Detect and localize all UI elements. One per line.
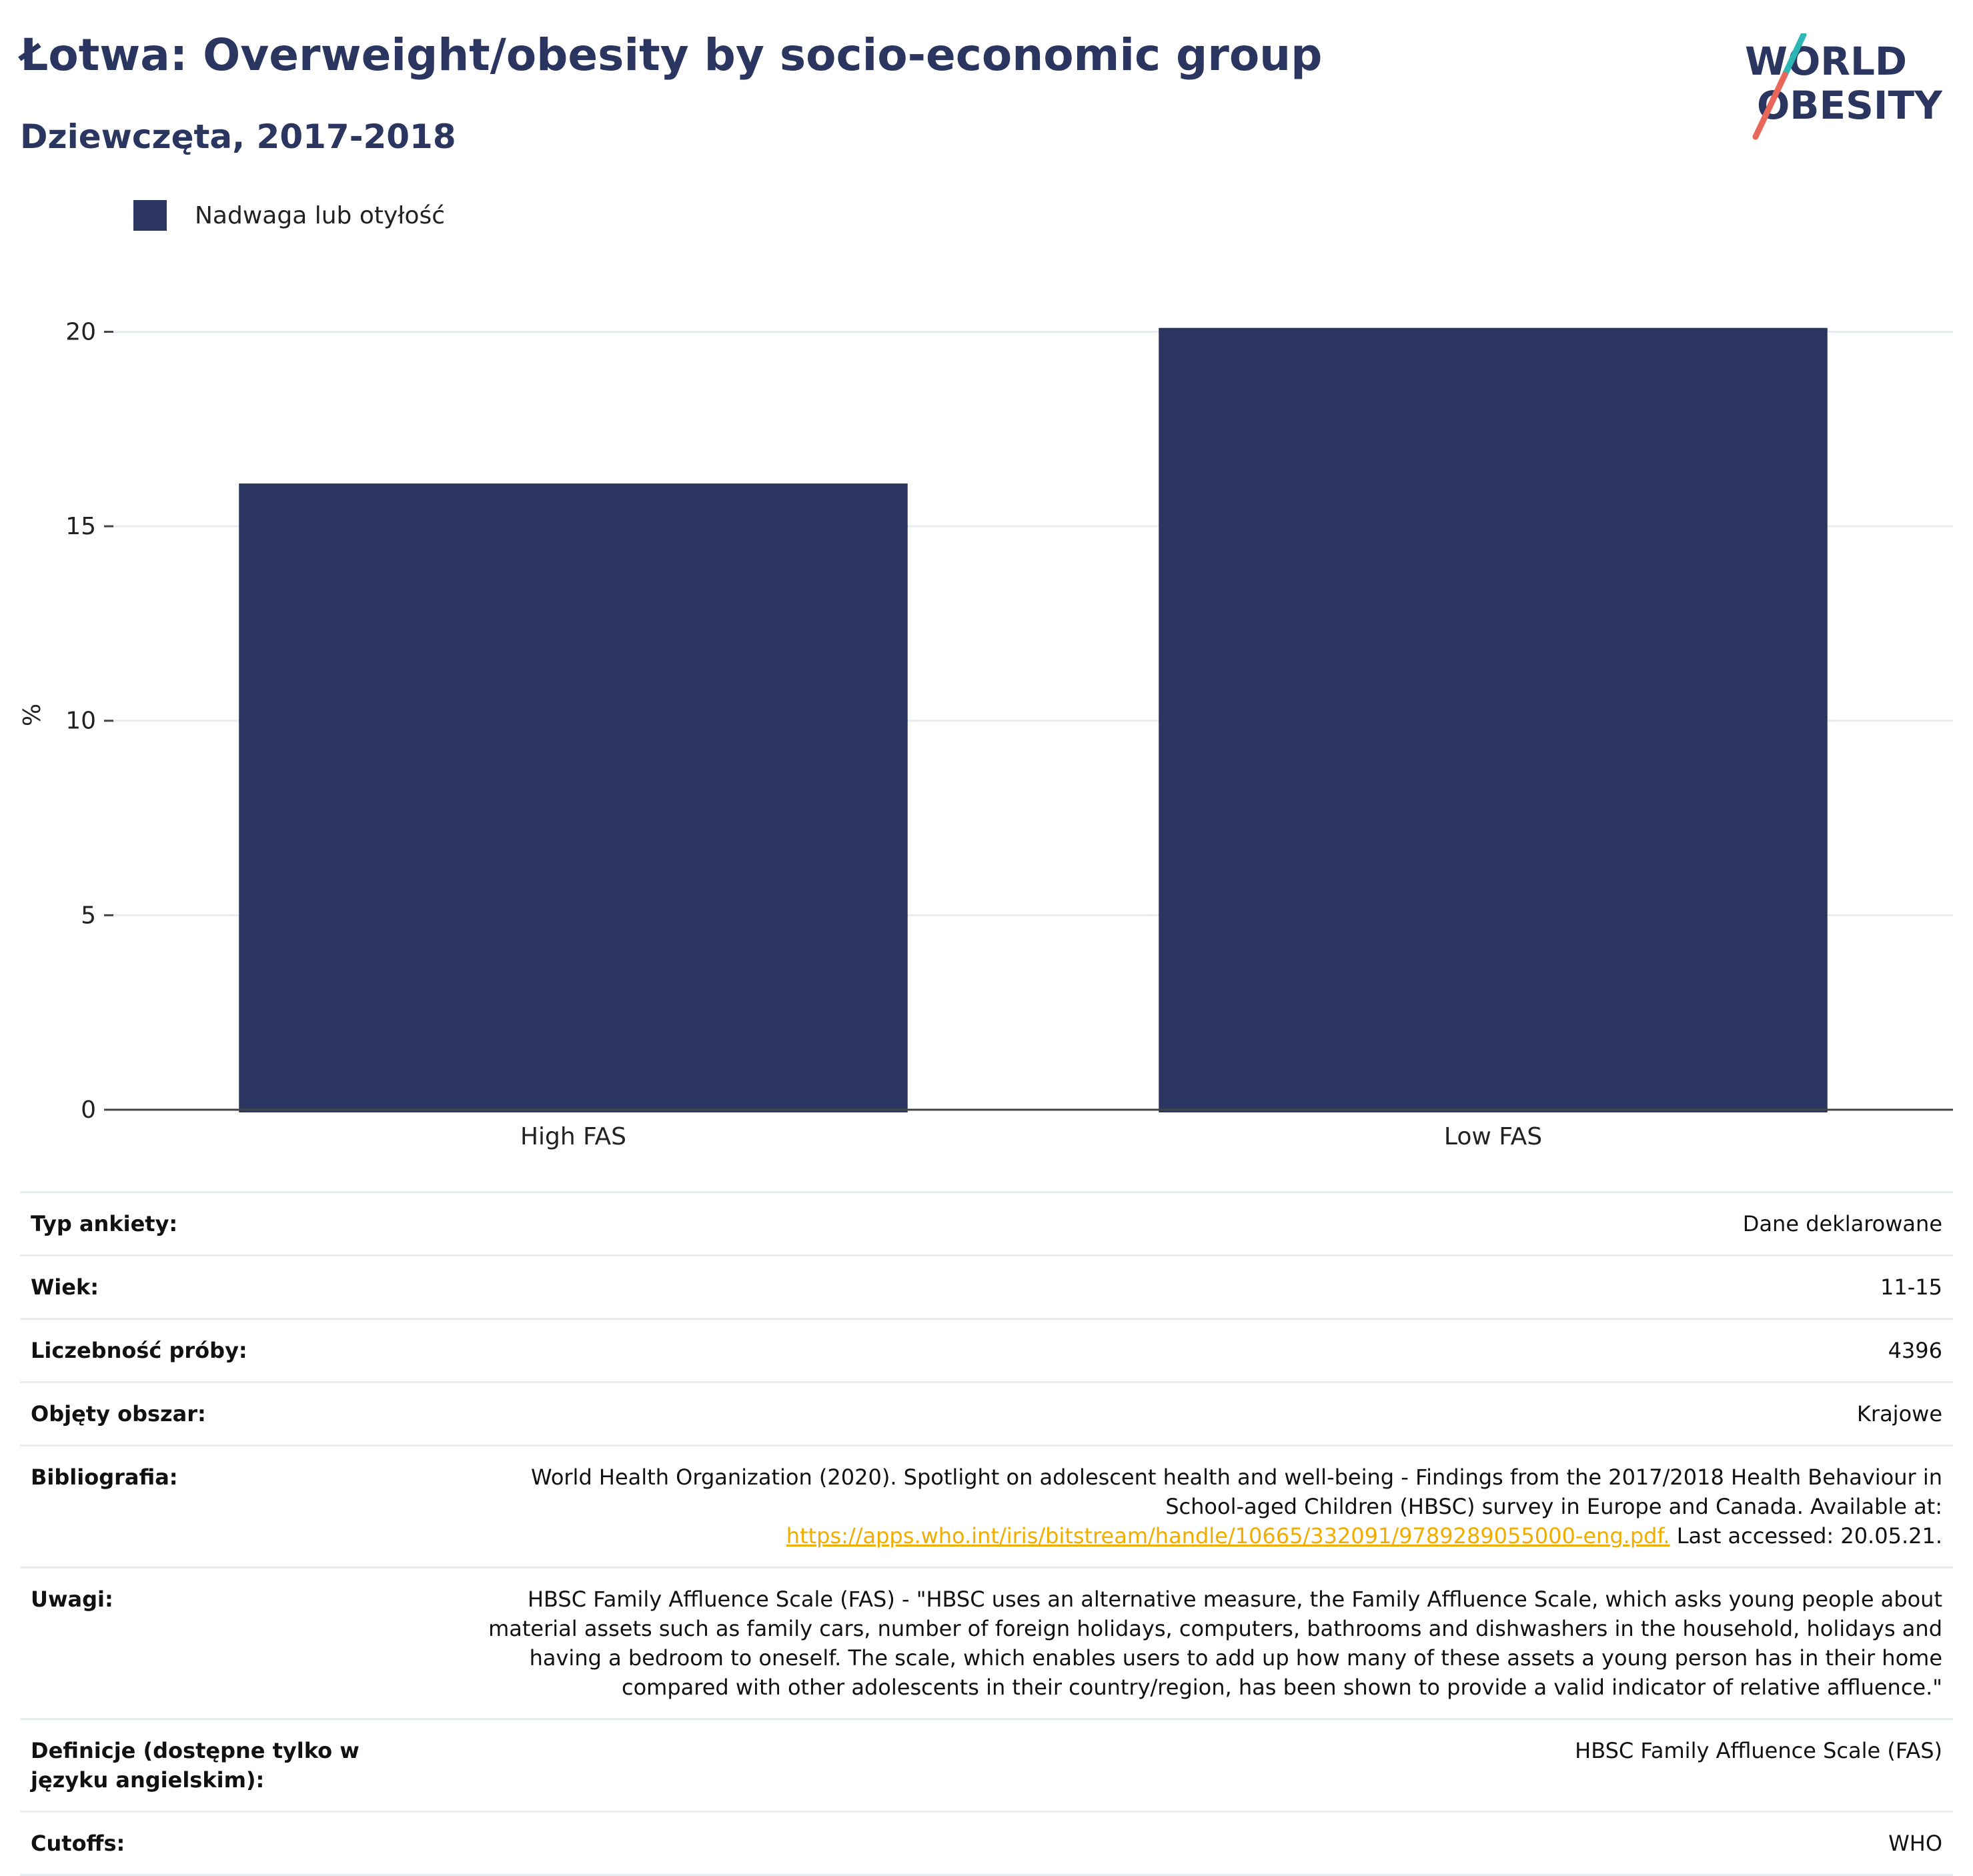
table-row: Liczebność próby: 4396 [20,1318,1953,1382]
table-row: Wiek: 11-15 [20,1255,1953,1319]
definitions-key: Definicje (dostępne tylko w języku angie… [31,1738,360,1793]
y-tick-label: 10 [65,708,96,735]
legend-swatch [133,200,167,231]
table-row: Typ ankiety: Dane deklarowane [20,1192,1953,1256]
x-axis-ticks: High FAS Low FAS [520,1123,1542,1150]
row-value: 4396 [1888,1338,1942,1363]
table-row: Cutoffs: WHO [20,1811,1953,1875]
logo-teal-slash [1782,33,1807,78]
row-key: Objęty obszar: [31,1401,206,1427]
definitions-value: HBSC Family Affluence Scale (FAS) [1575,1738,1942,1763]
bars [239,327,1828,1112]
row-key: Typ ankiety: [31,1211,178,1236]
y-tick-label: 15 [65,513,96,540]
chart-title: Łotwa: Overweight/obesity by socio-econo… [20,29,1323,81]
row-value: Krajowe [1856,1401,1942,1427]
x-tick-label: High FAS [520,1123,626,1150]
row-key: Liczebność próby: [31,1338,247,1363]
chart-subtitle: Dziewczęta, 2017-2018 [20,117,456,156]
y-axis-label: % [19,704,46,726]
world-obesity-logo: WORLD OBESITY [1745,33,1943,140]
bibliography-link[interactable]: https://apps.who.int/iris/bitstream/hand… [786,1523,1670,1549]
y-tick-label: 0 [81,1096,96,1124]
bibliography-accessed: Last accessed: 20.05.21. [1676,1523,1942,1549]
chart-legend[interactable]: Nadwaga lub otyłość [133,200,445,231]
logo-line2: OBESITY [1757,83,1943,128]
row-value: 11-15 [1880,1274,1942,1300]
bar-low-fas[interactable] [1159,327,1828,1112]
cutoffs-key: Cutoffs: [31,1831,125,1856]
bibliography-value: World Health Organization (2020). Spotli… [455,1446,1953,1568]
x-tick-label: Low FAS [1444,1123,1542,1150]
table-row: Objęty obszar: Krajowe [20,1382,1953,1446]
logo-line1: WORLD [1745,39,1907,84]
y-tick-label: 5 [81,902,96,929]
bibliography-key: Bibliografia: [31,1465,178,1490]
cutoffs-value: WHO [1888,1831,1942,1856]
table-row: Uwagi: HBSC Family Affluence Scale (FAS) … [20,1567,1953,1719]
legend-label: Nadwaga lub otyłość [195,201,446,229]
bar-chart: 0 5 10 15 20 High FAS Low FAS % [19,320,1953,1150]
metadata-table: Typ ankiety: Dane deklarowane Wiek: 11-15 … [20,1191,1953,1876]
logo-red-slash [1752,71,1788,140]
y-axis-ticks: 0 5 10 15 20 [65,320,113,1124]
table-row: Bibliografia: World Health Organization … [20,1445,1953,1568]
notes-key: Uwagi: [31,1587,113,1612]
bar-high-fas[interactable] [239,483,908,1112]
y-tick-label: 20 [65,320,96,345]
table-row: Definicje (dostępne tylko w języku angie… [20,1719,1953,1812]
row-key: Wiek: [31,1274,99,1300]
row-value: Dane deklarowane [1742,1211,1942,1236]
notes-value: HBSC Family Affluence Scale (FAS) - "HBS… [488,1587,1942,1700]
bibliography-text: World Health Organization (2020). Spotli… [531,1465,1942,1519]
